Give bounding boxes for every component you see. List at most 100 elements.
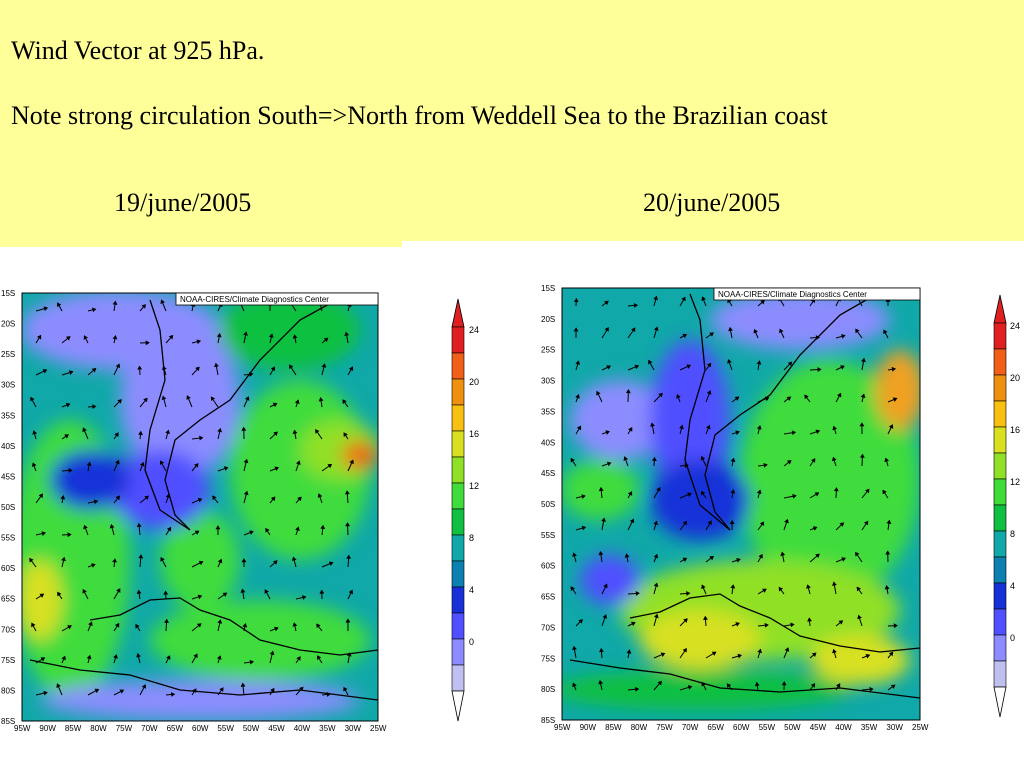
- lat-label-right: 50S: [541, 500, 555, 509]
- wind-arrow-head: [578, 619, 583, 624]
- lon-label-right: 35W: [861, 723, 878, 732]
- wind-arrow-head: [572, 552, 577, 557]
- wind-arrow-head: [112, 558, 117, 563]
- lon-label-left: 95W: [14, 724, 31, 733]
- wind-arrow-head: [581, 494, 586, 499]
- wind-arrow-head: [343, 432, 348, 438]
- wind-arrow-head: [57, 302, 62, 308]
- wind-arrow-head: [832, 425, 838, 431]
- wind-arrow-head: [683, 618, 688, 623]
- lat-label-right: 20S: [541, 315, 555, 324]
- colorbar-segment: [993, 608, 1007, 636]
- wind-arrow-head: [573, 297, 579, 303]
- wind-arrow-head: [162, 365, 167, 371]
- colorbar-label-right: 16: [1010, 425, 1020, 435]
- header-background-notch: [0, 241, 402, 247]
- wind-arrow-head: [212, 495, 217, 501]
- wind-arrow-head: [344, 490, 350, 495]
- lon-label-right: 95W: [554, 723, 571, 732]
- lat-label-right: 25S: [541, 346, 555, 355]
- wind-arrow-head: [137, 365, 143, 370]
- wind-arrow-head: [807, 617, 812, 622]
- wind-arrow-head: [94, 688, 100, 694]
- wind-arrow-head: [164, 618, 169, 623]
- wind-arrow-head: [138, 554, 144, 559]
- slide-note: Note strong circulation South=>North fro…: [11, 101, 828, 130]
- colorbar-segment: [993, 660, 1007, 688]
- wind-arrow-head: [32, 430, 38, 435]
- wind-arrow-head: [269, 650, 275, 656]
- wind-arrow-head: [61, 556, 66, 562]
- wind-arrow-head: [737, 653, 743, 659]
- lon-label-right: 50W: [784, 723, 801, 732]
- lon-label-left: 80W: [90, 724, 107, 733]
- wind-arrow-head: [701, 681, 706, 687]
- lat-label-left: 50S: [1, 503, 15, 512]
- wind-arrow-head: [274, 466, 280, 472]
- wind-arrow-head: [762, 588, 767, 593]
- wind-arrow-head: [42, 369, 48, 374]
- wind-arrow-head: [635, 591, 640, 596]
- lat-label-left: 45S: [1, 472, 15, 481]
- wind-arrow-head: [241, 558, 247, 563]
- wind-arrow-head: [792, 493, 797, 499]
- colorbar-segment: [993, 348, 1007, 376]
- wind-arrow-head: [292, 429, 298, 435]
- wind-arrow-head: [859, 422, 865, 427]
- lat-label-left: 65S: [1, 595, 15, 604]
- wind-arrow-head: [67, 625, 72, 630]
- wind-arrow-head: [596, 390, 601, 396]
- wind-arrow-head: [41, 531, 47, 536]
- lon-label-right: 25W: [912, 723, 929, 732]
- wind-arrow-head: [243, 331, 248, 336]
- wind-arrow-head: [345, 522, 351, 527]
- wind-arrow-head: [268, 333, 274, 338]
- colorbar-segment: [993, 452, 1007, 480]
- wind-arrow-head: [160, 556, 165, 562]
- date-label-left: 19/june/2005: [114, 188, 252, 217]
- wind-arrow-head: [855, 551, 860, 557]
- wind-arrow-head: [727, 358, 732, 364]
- lon-label-left: 25W: [370, 724, 387, 733]
- colorbar-label-right: 0: [1010, 633, 1015, 643]
- lat-label-left: 20S: [1, 320, 15, 329]
- wind-arrow-head: [835, 683, 841, 688]
- colorbar-top-arrow: [993, 294, 1007, 324]
- wind-arrow-head: [168, 334, 174, 340]
- wind-arrow-head: [682, 557, 688, 562]
- wind-arrow-head: [726, 683, 732, 688]
- wind-arrow-head: [814, 492, 820, 497]
- colorbar-label-right: 4: [1010, 581, 1015, 591]
- wind-arrow-head: [764, 396, 770, 402]
- wind-arrow-head: [342, 399, 347, 405]
- colorbar-right: 24 20 16 12 8 4 0: [993, 294, 1020, 718]
- map-credit-left: NOAA-CIRES/Climate Diagnostics Center: [180, 295, 329, 304]
- wind-arrow-head: [323, 337, 329, 343]
- wind-arrow-head: [575, 360, 581, 365]
- wind-arrow-head: [573, 327, 579, 332]
- map-credit-right: NOAA-CIRES/Climate Diagnostics Center: [718, 290, 867, 299]
- wind-arrow-head: [837, 392, 842, 398]
- wind-arrow-head: [249, 530, 254, 535]
- wind-arrow-head: [165, 429, 170, 435]
- wind-arrow-head: [138, 430, 143, 436]
- lon-label-left: 55W: [217, 724, 234, 733]
- wind-arrow-head: [166, 526, 172, 532]
- wind-arrow-head: [780, 551, 786, 556]
- wind-arrow-head: [833, 487, 839, 492]
- colorbar-segment: [451, 326, 465, 354]
- wind-arrow-head: [193, 653, 198, 659]
- wind-arrow-head: [210, 396, 216, 402]
- wind-arrow-head: [682, 647, 687, 653]
- wind-arrow-head: [709, 555, 714, 561]
- wind-arrow-head: [832, 581, 837, 586]
- wind-arrow-head: [265, 527, 270, 533]
- lon-label-left: 70W: [141, 724, 158, 733]
- wind-arrow-head: [320, 524, 326, 530]
- wind-arrow-head: [888, 651, 894, 657]
- colorbar-label-left: 8: [469, 533, 474, 543]
- lat-label-left: 70S: [1, 625, 15, 634]
- wind-arrow-head: [631, 327, 636, 333]
- wind-arrow-head: [804, 394, 809, 400]
- wind-arrow-head: [653, 582, 659, 588]
